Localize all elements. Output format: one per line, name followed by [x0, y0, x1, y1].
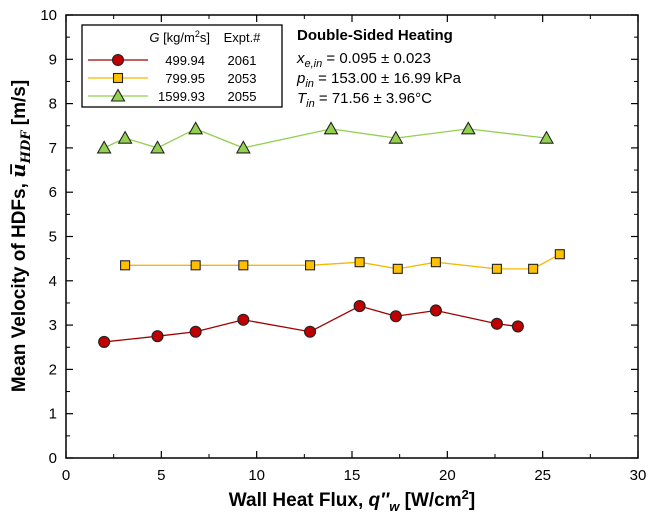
- data-point: [323, 121, 339, 135]
- data-point: [188, 121, 204, 135]
- data-point: [554, 249, 565, 260]
- data-point: [117, 130, 133, 144]
- data-point: [190, 260, 201, 271]
- series-square: [120, 249, 565, 274]
- y-tick-label: 6: [49, 184, 57, 201]
- legend-header-expt: Expt.#: [224, 30, 262, 45]
- y-tick-label: 10: [40, 7, 57, 24]
- x-tick-label: 15: [344, 467, 361, 484]
- legend-label: 799.95: [165, 71, 205, 86]
- data-point: [120, 260, 131, 271]
- annotation-quality: xe,in = 0.095 ± 0.023: [296, 50, 431, 70]
- legend-expt: 2053: [228, 71, 257, 86]
- annotation-pressure: pin = 153.00 ± 16.99 kPa: [296, 70, 462, 90]
- x-tick-label: 10: [248, 467, 265, 484]
- data-point: [237, 313, 250, 326]
- data-point: [389, 310, 402, 323]
- series-layer: [96, 121, 565, 348]
- legend-marker: [112, 72, 124, 84]
- data-point: [96, 140, 112, 154]
- y-tick-label: 5: [49, 229, 57, 246]
- data-point: [392, 263, 403, 274]
- legend-marker: [110, 88, 126, 102]
- series-circle: [98, 300, 524, 348]
- data-point: [388, 130, 404, 144]
- annotation-block: Double-Sided Heating xe,in = 0.095 ± 0.0…: [296, 27, 462, 110]
- data-point: [235, 140, 251, 154]
- data-point: [189, 325, 202, 338]
- legend-label: 499.94: [165, 53, 205, 68]
- x-axis-title: Wall Heat Flux, q″w [W/cm2]: [229, 487, 475, 514]
- x-tick-label: 20: [439, 467, 456, 484]
- legend-expt: 2055: [228, 89, 257, 104]
- annotation-title: Double-Sided Heating: [297, 27, 453, 44]
- y-tick-label: 0: [49, 450, 57, 467]
- legend-expt: 2061: [228, 53, 257, 68]
- y-tick-label: 1: [49, 406, 57, 423]
- data-point: [491, 263, 502, 274]
- data-point: [354, 257, 365, 268]
- x-tick-label: 5: [157, 467, 165, 484]
- data-point: [150, 140, 165, 154]
- data-point: [539, 130, 554, 144]
- data-point: [353, 300, 366, 313]
- y-tick-label: 7: [49, 140, 57, 157]
- legend: G [kg/m2s] Expt.# 499.94 2061 799.95 2053 15…: [81, 24, 283, 108]
- data-point: [238, 260, 249, 271]
- x-tick-label: 30: [630, 467, 647, 484]
- data-point: [429, 304, 442, 317]
- data-point: [151, 330, 164, 343]
- data-point: [490, 317, 503, 330]
- data-point: [304, 325, 317, 338]
- y-axis-title: Mean Velocity of HDFs, u̅HDF [m/s]: [6, 80, 34, 392]
- data-point: [460, 121, 476, 135]
- legend-marker: [111, 53, 125, 67]
- series-line: [104, 305, 518, 343]
- series-triangle: [96, 121, 554, 154]
- x-tick-label: 0: [62, 467, 70, 484]
- annotation-temperature: Tin = 71.56 ± 3.96°C: [297, 90, 432, 110]
- y-tick-label: 8: [49, 96, 57, 113]
- data-point: [528, 263, 539, 274]
- y-tick-label: 3: [49, 317, 57, 334]
- series-line: [125, 253, 561, 270]
- y-tick-label: 2: [49, 361, 57, 378]
- y-tick-label: 9: [49, 51, 57, 68]
- data-point: [511, 320, 524, 333]
- legend-label: 1599.93: [158, 89, 205, 104]
- x-tick-label: 25: [534, 467, 551, 484]
- data-point: [430, 257, 441, 268]
- legend-header-g: G [kg/m2s]: [149, 29, 210, 45]
- axis-ticks: 0 5 10 15 20 25 30 0 1 2 3 4 5 6 7 8 9 10: [40, 7, 646, 484]
- data-point: [305, 260, 316, 271]
- y-tick-label: 4: [49, 273, 57, 290]
- data-point: [98, 335, 111, 348]
